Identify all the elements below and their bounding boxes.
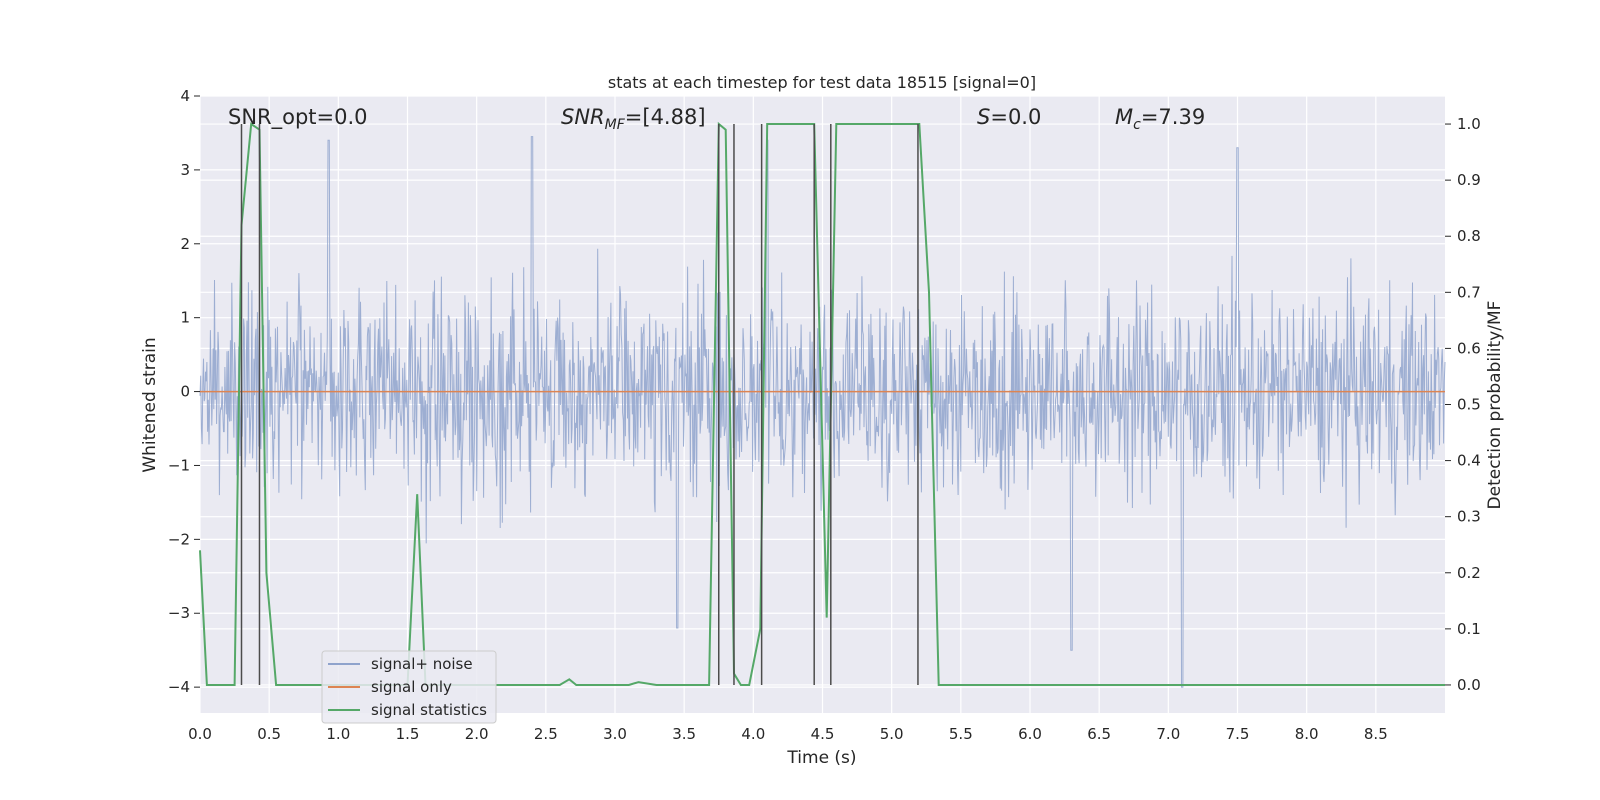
legend-label-signal-noise: signal+ noise [371,655,473,673]
y-tick-label: 0 [180,383,190,401]
x-tick-label: 0.0 [188,725,212,743]
annotation-snr-mf-value: =[4.88] [625,105,706,129]
annotation-snr-mf-sub: MF [605,117,626,133]
legend-box [321,650,497,724]
y-tick-label: −4 [168,678,190,696]
right-y-tick-label: 0.6 [1457,339,1481,357]
x-tick-label: 4.0 [741,725,765,743]
annotation-mc-value: =7.39 [1141,105,1205,129]
annotation-mc-main: M [1115,105,1133,129]
annotation-snr-mf-main: SNR [561,105,605,129]
legend: signal+ noise signal only signal statist… [321,650,497,724]
annotation-snr-opt: SNR_opt=0.0 [228,105,368,130]
signal-noise-line [199,136,1446,688]
annotation-snr-mf: SNRMF=[4.88] [561,105,706,133]
y-tick-labels: −4 −3 −2 −1 0 1 2 3 4 [168,87,200,696]
annotation-s-value: =0.0 [990,105,1041,129]
x-tick-label: 3.0 [603,725,627,743]
x-tick-label: 7.5 [1226,725,1250,743]
x-tick-label: 1.0 [326,725,350,743]
right-y-tick-label: 0.5 [1457,396,1481,414]
x-axis-label: Time (s) [786,748,856,768]
x-tick-label: 7.0 [1156,725,1180,743]
right-y-tick-label: 0.9 [1457,171,1481,189]
y-tick-label: 2 [180,235,190,253]
x-tick-labels: 0.0 0.5 1.0 1.5 2.0 2.5 3.0 3.5 4.0 4.5 5.0 5.5 6.0 6… [188,725,1388,743]
right-y-tick-label: 0.4 [1457,452,1481,470]
x-tick-label: 1.5 [396,725,420,743]
x-tick-label: 5.5 [949,725,973,743]
annotation-s: S=0.0 [977,105,1041,129]
x-tick-label: 2.5 [534,725,558,743]
x-tick-label: 6.5 [1087,725,1111,743]
x-tick-label: 6.0 [1018,725,1042,743]
y-tick-label: −1 [168,456,190,474]
right-y-tick-label: 0.3 [1457,508,1481,526]
y-axis-label: Whitened strain [140,337,160,472]
right-y-tick-label: 0.8 [1457,227,1481,245]
x-tick-label: 2.0 [465,725,489,743]
y-tick-label: 4 [180,87,190,105]
annotation-mc-sub: c [1133,117,1141,133]
legend-label-signal-statistics: signal statistics [371,701,487,719]
annotation-s-main: S [977,105,990,129]
y-tick-label: 1 [180,309,190,327]
right-y-tick-label: 1.0 [1457,115,1481,133]
annotation-mc: Mc=7.39 [1115,105,1205,133]
y-tick-label: −2 [168,530,190,548]
legend-label-signal-only: signal only [371,678,452,696]
x-tick-label: 0.5 [257,725,281,743]
y-tick-label: 3 [180,161,190,179]
right-y-tick-label: 0.7 [1457,283,1481,301]
x-tick-label: 5.0 [880,725,904,743]
vertical-markers [240,124,919,685]
x-tick-label: 4.5 [811,725,835,743]
y-tick-label: −3 [168,604,190,622]
signal-noise-series [199,136,1446,688]
right-y-tick-label: 0.1 [1457,620,1481,638]
right-y-axis-label: Detection probability/MF [1485,301,1505,510]
right-y-tick-label: 0.2 [1457,564,1481,582]
x-tick-label: 8.0 [1295,725,1319,743]
x-tick-label: 3.5 [672,725,696,743]
chart-title: stats at each timestep for test data 185… [608,73,1036,92]
right-y-tick-label: 0.0 [1457,676,1481,694]
right-y-tick-labels: 0.0 0.1 0.2 0.3 0.4 0.5 0.6 0.7 0.8 0.9 1.0 [1445,115,1481,694]
x-tick-label: 8.5 [1364,725,1388,743]
